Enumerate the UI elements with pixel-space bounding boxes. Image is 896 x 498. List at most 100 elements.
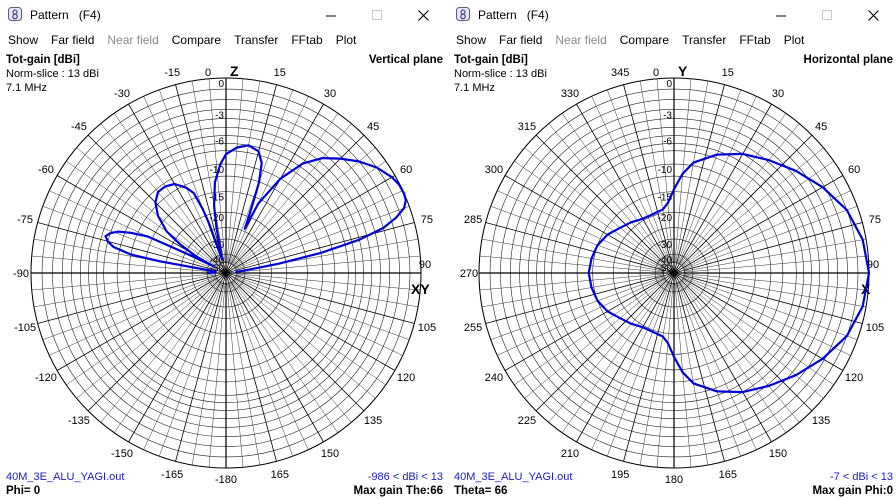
radial-spoke bbox=[504, 175, 675, 274]
radial-spoke bbox=[225, 103, 324, 274]
radial-spoke bbox=[235, 277, 403, 356]
menu-fftab[interactable]: FFtab bbox=[739, 33, 771, 47]
radial-spoke bbox=[229, 89, 293, 264]
radial-spoke bbox=[159, 282, 223, 457]
menu-show[interactable]: Show bbox=[8, 33, 39, 47]
radial-spoke bbox=[683, 190, 851, 269]
radial-spoke bbox=[235, 276, 410, 340]
menu-transfer[interactable]: Transfer bbox=[682, 33, 727, 47]
radial-spoke bbox=[31, 273, 216, 291]
close-icon bbox=[867, 9, 879, 21]
angle-label: 225 bbox=[518, 415, 536, 427]
radial-spoke bbox=[684, 238, 867, 272]
close-button[interactable] bbox=[850, 0, 896, 30]
angle-label: 60 bbox=[400, 164, 412, 176]
angle-label: -60 bbox=[38, 164, 54, 176]
menu-show[interactable]: Show bbox=[456, 33, 487, 47]
radial-spoke bbox=[225, 175, 396, 274]
radial-spoke bbox=[485, 222, 675, 274]
maximize-button[interactable] bbox=[354, 0, 400, 30]
radial-spoke bbox=[683, 206, 858, 270]
radial-spoke bbox=[490, 206, 665, 270]
menu-near-field[interactable]: Near field bbox=[555, 33, 607, 47]
radial-spoke bbox=[230, 96, 309, 264]
radial-spoke bbox=[497, 277, 665, 356]
radial-spoke bbox=[561, 281, 669, 433]
close-button[interactable] bbox=[400, 0, 446, 30]
db-scale-label: -50 bbox=[658, 263, 673, 274]
menu-near-field[interactable]: Near field bbox=[107, 33, 159, 47]
radial-spoke bbox=[113, 113, 221, 265]
radial-spoke bbox=[673, 103, 772, 274]
db-scale-label: -3 bbox=[663, 110, 672, 121]
menu-fftab[interactable]: FFtab bbox=[291, 33, 323, 47]
db-scale-label: -15 bbox=[210, 193, 225, 204]
radial-spoke bbox=[128, 272, 227, 443]
angle-label: 30 bbox=[772, 88, 784, 100]
radial-spoke bbox=[235, 190, 403, 269]
radial-spoke bbox=[235, 206, 410, 270]
angle-label: 0 bbox=[653, 67, 659, 79]
db-scale-label: -20 bbox=[658, 213, 673, 224]
menu-transfer[interactable]: Transfer bbox=[234, 33, 279, 47]
radial-spoke bbox=[37, 222, 227, 274]
radial-spoke bbox=[236, 274, 419, 308]
title-bar[interactable]: Pattern (F4) bbox=[0, 0, 446, 30]
radial-spoke bbox=[175, 272, 227, 462]
angle-label: 300 bbox=[485, 164, 503, 176]
radial-spoke bbox=[674, 78, 692, 263]
angle-label: 135 bbox=[364, 415, 382, 427]
radial-spoke bbox=[673, 272, 844, 371]
angle-label: -180 bbox=[215, 474, 237, 486]
maximize-button[interactable] bbox=[804, 0, 850, 30]
radial-spoke bbox=[37, 272, 227, 324]
angle-label: 105 bbox=[866, 322, 884, 334]
radial-spoke bbox=[227, 80, 261, 263]
radial-spoke bbox=[673, 272, 813, 412]
angle-label: 15 bbox=[274, 67, 286, 79]
maximize-icon bbox=[821, 9, 832, 20]
radial-spoke bbox=[683, 276, 858, 340]
radial-spoke bbox=[656, 78, 674, 263]
db-scale-label: -3 bbox=[215, 110, 224, 121]
title-bar[interactable]: Pattern (F4) bbox=[448, 0, 896, 30]
radial-spoke bbox=[680, 280, 800, 423]
radial-spoke bbox=[485, 272, 675, 324]
menu-plot[interactable]: Plot bbox=[783, 33, 805, 47]
radial-spoke bbox=[100, 280, 220, 423]
radial-spoke bbox=[591, 96, 670, 264]
radial-spoke bbox=[225, 272, 324, 443]
menu-compare[interactable]: Compare bbox=[619, 33, 670, 47]
radial-spoke bbox=[682, 278, 834, 386]
gain-label: Tot-gain [dBi] bbox=[6, 54, 80, 66]
angle-label: 75 bbox=[421, 214, 433, 226]
menu-compare[interactable]: Compare bbox=[171, 33, 222, 47]
angle-label: -165 bbox=[161, 469, 183, 481]
radial-spoke bbox=[232, 123, 352, 266]
minimize-button[interactable] bbox=[758, 0, 804, 30]
angle-label: -75 bbox=[17, 214, 33, 226]
radial-spoke bbox=[681, 279, 824, 399]
db-scale-label: -40 bbox=[210, 255, 225, 266]
angle-label: -105 bbox=[14, 322, 36, 334]
menu-far-field[interactable]: Far field bbox=[499, 33, 543, 47]
close-icon bbox=[417, 9, 429, 21]
radial-spoke bbox=[576, 272, 675, 443]
radial-spoke bbox=[230, 282, 309, 450]
menu-plot[interactable]: Plot bbox=[335, 33, 357, 47]
angle-label: 105 bbox=[418, 322, 436, 334]
radial-spoke bbox=[675, 283, 709, 466]
menu-far-field[interactable]: Far field bbox=[51, 33, 95, 47]
radial-spoke bbox=[225, 272, 415, 324]
max-gain-label: Max gain The:66 bbox=[353, 485, 443, 497]
minimize-button[interactable] bbox=[308, 0, 354, 30]
radial-spoke bbox=[87, 134, 227, 274]
db-scale-label: -6 bbox=[663, 137, 672, 148]
angle-label: 15 bbox=[722, 67, 734, 79]
angle-label: -45 bbox=[71, 121, 87, 133]
radial-spoke bbox=[673, 222, 863, 274]
axis-label-top: Y bbox=[678, 63, 688, 79]
radial-spoke bbox=[227, 283, 261, 466]
db-scale-label: -40 bbox=[658, 255, 673, 266]
db-scale-label: -50 bbox=[210, 263, 225, 274]
